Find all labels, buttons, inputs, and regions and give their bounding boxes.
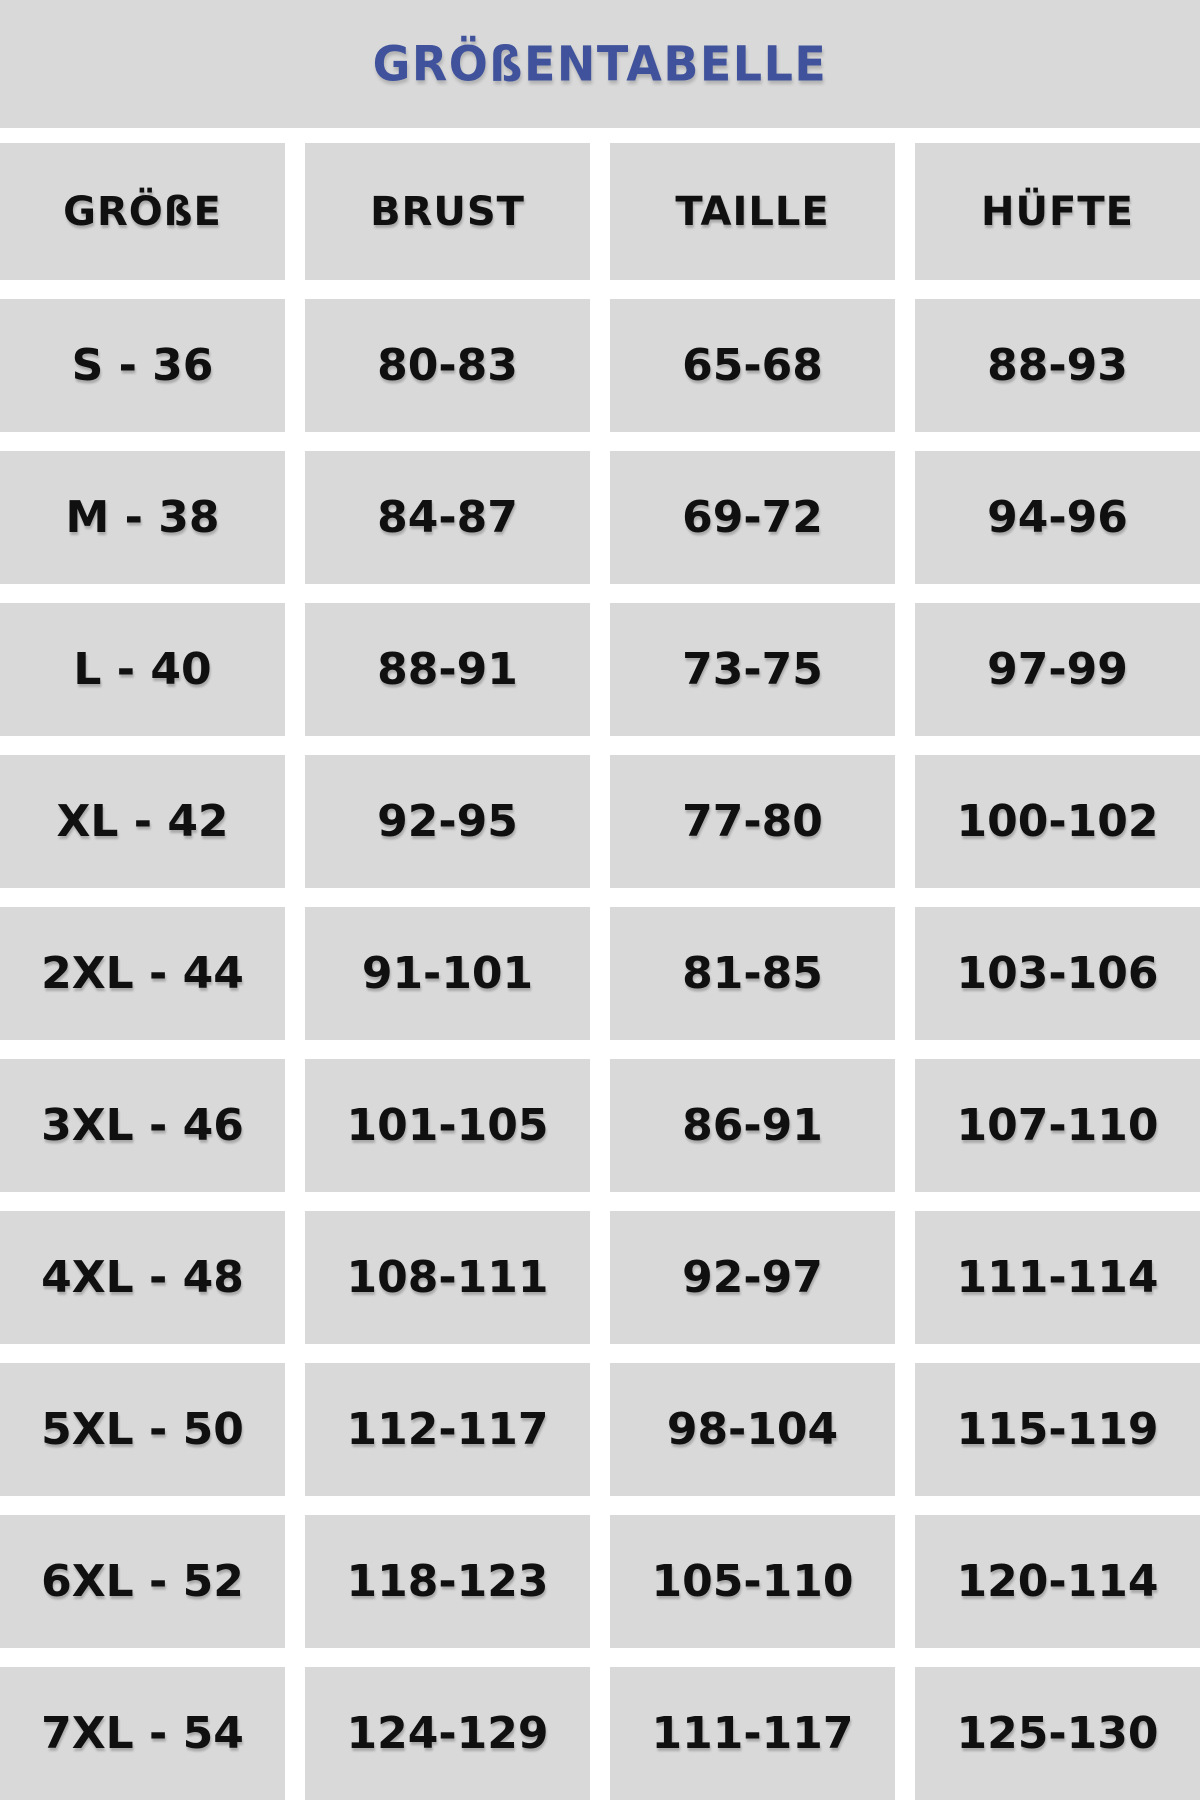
huefte-value-cell: 103-106 (915, 907, 1200, 1040)
brust-value-cell: 84-87 (305, 451, 590, 584)
huefte-value-cell: 88-93 (915, 299, 1200, 432)
brust-value-cell: 92-95 (305, 755, 590, 888)
size-label-cell: S - 36 (0, 299, 285, 432)
table-row-6xl: 6XL - 52 118-123 105-110 120-114 (0, 1515, 1200, 1648)
table-row-2xl: 2XL - 44 91-101 81-85 103-106 (0, 907, 1200, 1040)
table-row-m: M - 38 84-87 69-72 94-96 (0, 451, 1200, 584)
taille-value-cell: 69-72 (610, 451, 895, 584)
title-band: GRÖßENTABELLE (0, 0, 1200, 128)
size-label-cell: 4XL - 48 (0, 1211, 285, 1344)
column-header-brust: BRUST (305, 143, 590, 280)
huefte-value-cell: 115-119 (915, 1363, 1200, 1496)
table-row-3xl: 3XL - 46 101-105 86-91 107-110 (0, 1059, 1200, 1192)
huefte-value-cell: 107-110 (915, 1059, 1200, 1192)
size-table: GRÖßE BRUST TAILLE HÜFTE S - 36 80-83 65… (0, 143, 1200, 1800)
table-row-l: L - 40 88-91 73-75 97-99 (0, 603, 1200, 736)
page-title: GRÖßENTABELLE (372, 35, 828, 93)
taille-value-cell: 81-85 (610, 907, 895, 1040)
taille-value-cell: 86-91 (610, 1059, 895, 1192)
table-row-xl: XL - 42 92-95 77-80 100-102 (0, 755, 1200, 888)
column-header-taille: TAILLE (610, 143, 895, 280)
taille-value-cell: 111-117 (610, 1667, 895, 1800)
brust-value-cell: 108-111 (305, 1211, 590, 1344)
huefte-value-cell: 111-114 (915, 1211, 1200, 1344)
taille-value-cell: 98-104 (610, 1363, 895, 1496)
huefte-value-cell: 100-102 (915, 755, 1200, 888)
size-label-cell: M - 38 (0, 451, 285, 584)
size-label-cell: XL - 42 (0, 755, 285, 888)
brust-value-cell: 118-123 (305, 1515, 590, 1648)
size-label-cell: L - 40 (0, 603, 285, 736)
huefte-value-cell: 120-114 (915, 1515, 1200, 1648)
size-label-cell: 3XL - 46 (0, 1059, 285, 1192)
taille-value-cell: 65-68 (610, 299, 895, 432)
brust-value-cell: 91-101 (305, 907, 590, 1040)
table-row-7xl: 7XL - 54 124-129 111-117 125-130 (0, 1667, 1200, 1800)
brust-value-cell: 80-83 (305, 299, 590, 432)
size-label-cell: 5XL - 50 (0, 1363, 285, 1496)
huefte-value-cell: 97-99 (915, 603, 1200, 736)
brust-value-cell: 101-105 (305, 1059, 590, 1192)
table-header-row: GRÖßE BRUST TAILLE HÜFTE (0, 143, 1200, 280)
taille-value-cell: 92-97 (610, 1211, 895, 1344)
huefte-value-cell: 94-96 (915, 451, 1200, 584)
size-label-cell: 7XL - 54 (0, 1667, 285, 1800)
column-header-groesse: GRÖßE (0, 143, 285, 280)
taille-value-cell: 77-80 (610, 755, 895, 888)
huefte-value-cell: 125-130 (915, 1667, 1200, 1800)
brust-value-cell: 124-129 (305, 1667, 590, 1800)
brust-value-cell: 88-91 (305, 603, 590, 736)
table-row-4xl: 4XL - 48 108-111 92-97 111-114 (0, 1211, 1200, 1344)
table-row-5xl: 5XL - 50 112-117 98-104 115-119 (0, 1363, 1200, 1496)
brust-value-cell: 112-117 (305, 1363, 590, 1496)
taille-value-cell: 105-110 (610, 1515, 895, 1648)
table-row-s: S - 36 80-83 65-68 88-93 (0, 299, 1200, 432)
size-label-cell: 6XL - 52 (0, 1515, 285, 1648)
size-label-cell: 2XL - 44 (0, 907, 285, 1040)
taille-value-cell: 73-75 (610, 603, 895, 736)
column-header-huefte: HÜFTE (915, 143, 1200, 280)
